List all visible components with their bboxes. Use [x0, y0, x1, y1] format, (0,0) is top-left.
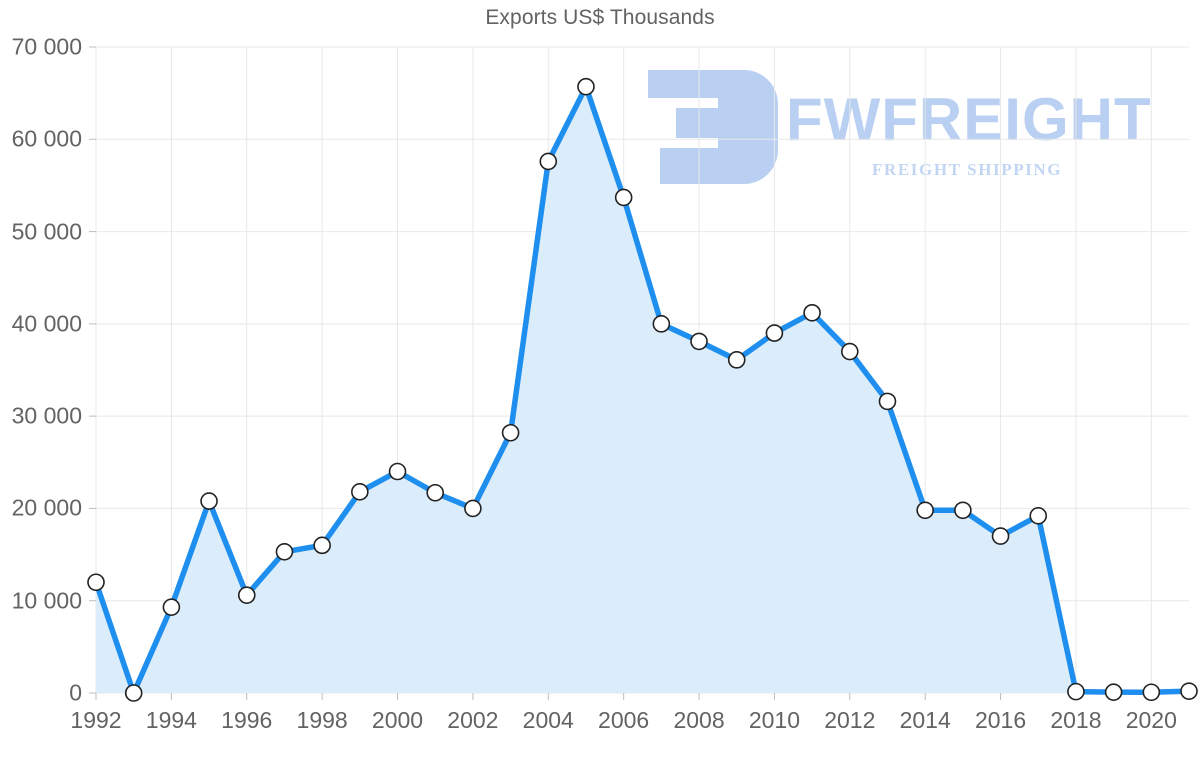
chart-title: Exports US$ Thousands: [485, 6, 715, 29]
data-point-marker[interactable]: [803, 303, 821, 322]
y-axis-tick-label: 60 000: [11, 125, 82, 152]
data-point-marker[interactable]: [124, 684, 143, 702]
x-axis-tick-label: 2014: [899, 707, 951, 733]
y-axis-tick-label: 40 000: [11, 310, 82, 337]
x-axis-tick-label: 2008: [673, 707, 725, 733]
x-axis-tick-label: 2000: [371, 707, 424, 733]
x-axis-tick-label: 2010: [748, 707, 800, 733]
data-point-marker[interactable]: [1180, 682, 1198, 700]
data-point-marker[interactable]: [464, 499, 482, 518]
data-point-marker[interactable]: [840, 342, 859, 361]
x-axis-tick-label: 1994: [145, 707, 197, 733]
data-point-marker[interactable]: [426, 483, 445, 502]
data-point-marker[interactable]: [727, 351, 746, 369]
x-axis-tick-label: 1998: [296, 707, 348, 733]
data-point-marker[interactable]: [501, 423, 520, 442]
data-point-marker[interactable]: [200, 492, 218, 510]
data-point-marker[interactable]: [690, 332, 708, 351]
data-point-marker[interactable]: [1067, 682, 1085, 701]
x-axis-tick-label: 2006: [598, 707, 650, 733]
y-axis-tick-label: 0: [69, 679, 82, 706]
data-point-marker[interactable]: [916, 501, 934, 520]
area-fill: [96, 86, 1189, 694]
data-point-marker[interactable]: [275, 542, 294, 561]
data-point-marker[interactable]: [1029, 507, 1048, 525]
data-point-marker[interactable]: [1142, 683, 1161, 702]
data-point-marker[interactable]: [954, 501, 972, 520]
y-axis-tick-label: 10 000: [11, 587, 82, 614]
y-axis-ticks: [89, 46, 96, 694]
data-point-marker[interactable]: [1104, 683, 1123, 701]
y-axis-tick-label: 30 000: [11, 402, 82, 429]
x-axis-tick-label: 2002: [447, 707, 499, 733]
data-point-marker[interactable]: [162, 598, 181, 616]
data-point-marker[interactable]: [388, 462, 407, 481]
data-point-marker[interactable]: [765, 324, 784, 342]
data-point-marker[interactable]: [991, 527, 1010, 545]
x-axis-tick-label: 2016: [974, 707, 1027, 733]
data-point-marker[interactable]: [237, 586, 256, 604]
x-axis-tick-label: 2020: [1125, 707, 1177, 733]
data-point-marker[interactable]: [577, 77, 595, 96]
data-point-marker[interactable]: [539, 152, 558, 171]
y-axis-tick-label: 20 000: [11, 494, 82, 521]
data-point-markers[interactable]: [87, 77, 1198, 702]
data-point-marker[interactable]: [652, 315, 671, 333]
y-axis-tick-label: 70 000: [11, 33, 82, 60]
x-axis-tick-label: 2004: [522, 707, 574, 733]
data-point-marker[interactable]: [351, 483, 369, 501]
x-axis-ticks: [95, 693, 1152, 700]
y-axis-tick-label: 50 000: [11, 218, 82, 245]
data-point-marker[interactable]: [614, 188, 633, 207]
x-axis-tick-label: 2018: [1050, 707, 1102, 733]
x-axis-tick-label: 2012: [824, 707, 876, 733]
data-point-marker[interactable]: [313, 536, 331, 555]
x-axis-tick-label: 1996: [221, 707, 273, 733]
data-point-marker[interactable]: [878, 392, 897, 411]
data-point-marker[interactable]: [87, 573, 105, 592]
x-axis-tick-label: 1992: [70, 707, 122, 733]
